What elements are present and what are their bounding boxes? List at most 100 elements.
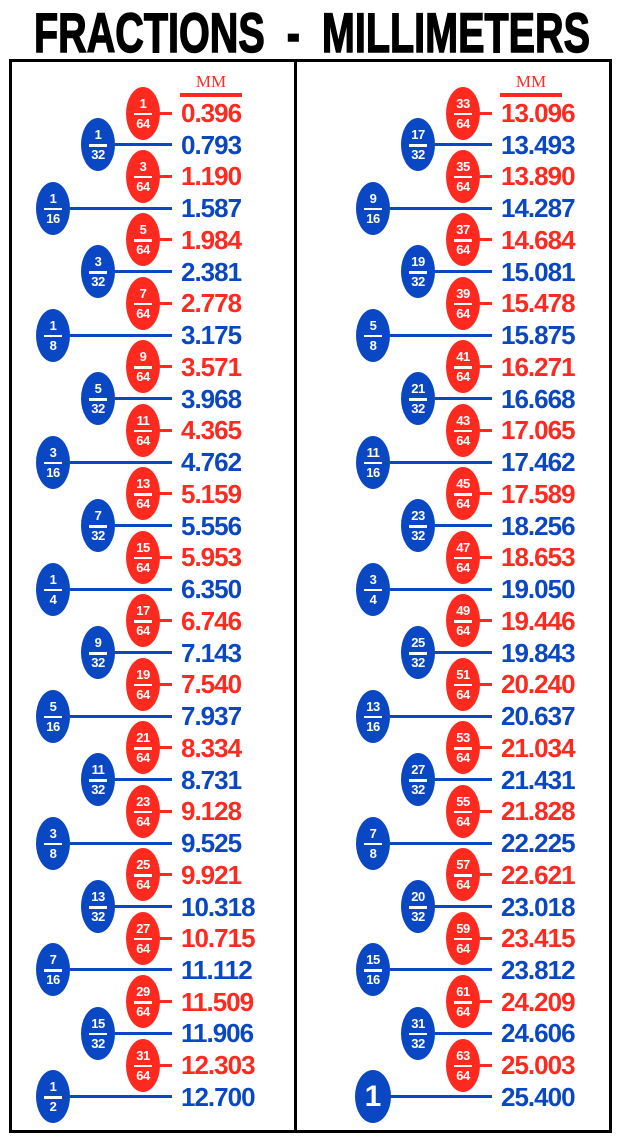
fraction-numerator: 55 xyxy=(456,793,470,809)
table-frame xyxy=(9,59,612,1133)
fraction-bar xyxy=(134,112,152,115)
mm-value: 5.159 xyxy=(181,478,242,509)
fraction-denominator: 32 xyxy=(411,528,425,544)
fraction-denominator: 64 xyxy=(456,940,470,956)
fraction-badge: 25 64 xyxy=(126,848,160,902)
leader-line xyxy=(70,1095,172,1099)
fraction-bar xyxy=(454,112,472,115)
fraction-numerator: 1 xyxy=(139,95,147,111)
mm-value: 6.350 xyxy=(181,574,242,605)
mm-value: 20.240 xyxy=(501,669,576,700)
fraction-denominator: 64 xyxy=(456,750,470,766)
leader-line xyxy=(435,1031,492,1035)
mm-value: 22.225 xyxy=(501,828,576,859)
fraction-bar xyxy=(364,715,382,719)
fraction-badge: 41 64 xyxy=(446,340,480,394)
fraction-numerator: 5 xyxy=(369,317,377,333)
mm-value: 16.668 xyxy=(501,383,576,414)
fraction-denominator: 32 xyxy=(91,782,105,798)
fraction-denominator: 64 xyxy=(456,623,470,639)
leader-line xyxy=(435,651,492,655)
fraction-numerator: 43 xyxy=(456,412,470,428)
fraction-bar xyxy=(134,874,152,877)
leader-line xyxy=(480,174,492,178)
mm-value: 17.589 xyxy=(501,478,576,509)
fraction-denominator: 16 xyxy=(46,718,60,734)
mm-value: 23.812 xyxy=(501,954,576,985)
fraction-numerator: 20 xyxy=(411,889,425,904)
fraction-denominator: 32 xyxy=(91,655,105,671)
title-svg: FRACTIONS - MILLIMETERS xyxy=(33,0,591,60)
fraction-numerator: 51 xyxy=(456,666,470,682)
fraction-badge: 15 32 xyxy=(81,1006,115,1060)
fraction-numerator: 39 xyxy=(456,285,470,301)
leader-line xyxy=(435,524,492,528)
fraction-badge: 19 64 xyxy=(126,657,160,711)
fraction-denominator: 64 xyxy=(136,242,150,258)
mm-value: 20.637 xyxy=(501,701,576,732)
fraction-badge: 7 16 xyxy=(36,943,70,997)
fraction-bar xyxy=(134,556,152,560)
fraction-numerator: 15 xyxy=(366,952,380,968)
leader-line xyxy=(115,778,172,782)
fraction-bar xyxy=(44,588,62,592)
leader-line xyxy=(70,460,172,464)
fraction-badge: 15 64 xyxy=(126,530,160,584)
fraction-badge: 45 64 xyxy=(446,467,480,521)
mm-value: 21.828 xyxy=(501,796,576,827)
mm-value: 24.209 xyxy=(501,986,576,1017)
mm-value: 22.621 xyxy=(501,859,576,890)
mm-value: 7.143 xyxy=(181,637,242,668)
fraction-numerator: 19 xyxy=(136,666,150,682)
fraction-whole: 1 xyxy=(364,1080,382,1114)
fraction-numerator: 1 xyxy=(94,127,102,143)
fraction-bar xyxy=(134,810,152,814)
fraction-badge: 20 32 xyxy=(401,880,435,933)
leader-line xyxy=(480,936,492,940)
fraction-denominator: 32 xyxy=(411,274,425,290)
fraction-denominator: 64 xyxy=(136,369,150,385)
fraction-badge: 33 64 xyxy=(446,86,480,140)
fraction-numerator: 1 xyxy=(49,571,57,587)
fraction-bar xyxy=(409,271,427,274)
fraction-numerator: 19 xyxy=(411,254,425,270)
fraction-numerator: 7 xyxy=(369,825,377,841)
leader-line xyxy=(160,301,172,305)
fraction-badge: 23 32 xyxy=(401,499,435,553)
mm-value: 13.493 xyxy=(501,129,576,160)
fraction-badge: 1 xyxy=(355,1070,391,1124)
fraction-bar xyxy=(454,1001,472,1004)
leader-line xyxy=(480,873,492,877)
fraction-denominator: 64 xyxy=(456,1067,470,1083)
mm-underline xyxy=(180,93,242,97)
leader-line xyxy=(390,333,492,337)
leader-line xyxy=(480,619,492,623)
fraction-denominator: 32 xyxy=(91,528,105,544)
leader-line xyxy=(160,365,172,369)
fraction-denominator: 4 xyxy=(49,591,57,607)
fraction-numerator: 33 xyxy=(456,95,470,111)
mm-value: 3.968 xyxy=(181,383,242,414)
mm-value: 9.921 xyxy=(181,859,242,890)
mm-value: 5.953 xyxy=(181,542,242,573)
fraction-badge: 13 64 xyxy=(126,467,160,521)
mm-value: 19.843 xyxy=(501,637,576,668)
leader-line xyxy=(480,555,492,559)
leader-line xyxy=(160,746,172,750)
fraction-badge: 51 64 xyxy=(446,657,480,711)
fraction-badge: 49 64 xyxy=(446,594,480,648)
leader-line xyxy=(160,492,172,496)
fraction-badge: 21 64 xyxy=(126,721,160,775)
mm-value: 17.462 xyxy=(501,447,576,478)
mm-value: 12.303 xyxy=(181,1050,256,1081)
fraction-badge: 5 32 xyxy=(81,372,115,426)
fraction-numerator: 11 xyxy=(91,762,105,778)
mm-value: 1.984 xyxy=(181,224,242,255)
mm-value: 5.556 xyxy=(181,510,242,541)
fraction-badge: 43 64 xyxy=(446,403,480,457)
mm-header: MM xyxy=(195,72,227,91)
fraction-badge: 11 64 xyxy=(126,403,160,457)
leader-line xyxy=(390,841,492,845)
fraction-denominator: 32 xyxy=(411,147,425,163)
fraction-denominator: 64 xyxy=(456,115,470,131)
